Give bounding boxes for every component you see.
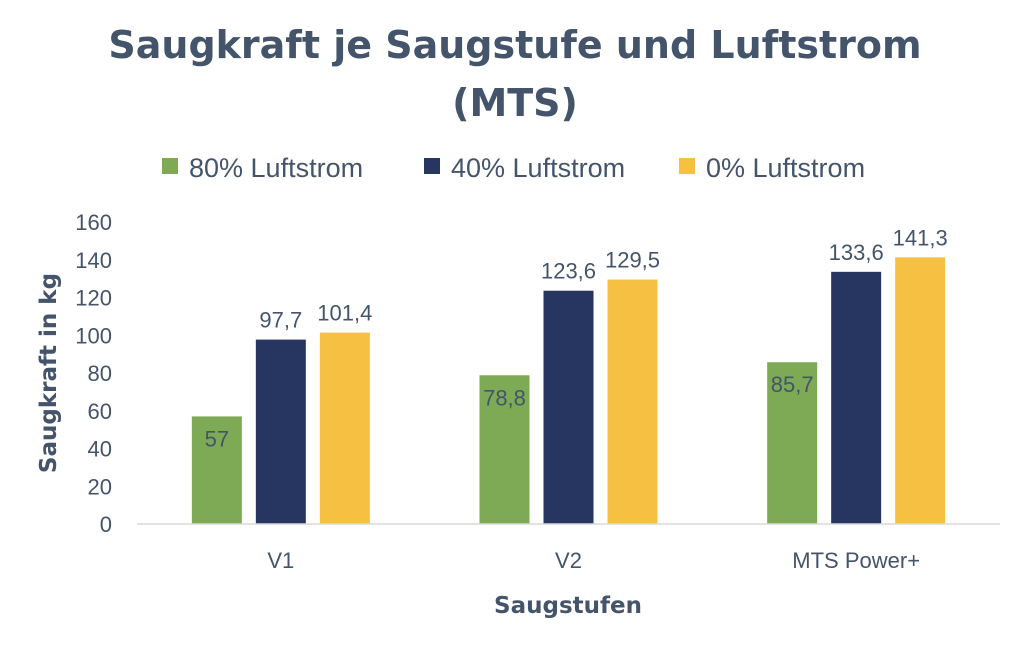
bar-v1-series-1 — [255, 339, 306, 524]
y-tick-label: 20 — [88, 474, 112, 499]
data-label: 129,5 — [605, 248, 660, 273]
bar-mts-power--series-1 — [831, 271, 882, 524]
data-labels: 57 97,7 101,4 78,8 123,6 129,5 85,7 133,6 141,3 — [205, 225, 948, 451]
legend-label-40: 40% Luftstrom — [451, 153, 625, 183]
bar-v2-series-0 — [479, 375, 530, 524]
legend-swatch-40 — [424, 158, 440, 174]
y-tick-label: 40 — [88, 437, 112, 462]
y-tick-label: 140 — [75, 248, 112, 273]
x-category-label: MTS Power+ — [792, 548, 920, 573]
data-label: 141,3 — [893, 225, 948, 250]
y-tick-label: 100 — [75, 323, 112, 348]
y-axis-ticks: 0 20 40 60 80 100 120 140 160 — [75, 210, 112, 537]
chart-title-line-1: Saugkraft je Saugstufe und Luftstrom — [108, 23, 921, 67]
data-label: 85,7 — [771, 372, 814, 397]
bar-mts-power--series-0 — [767, 362, 818, 524]
x-axis-title: Saugstufen — [494, 593, 642, 619]
data-label: 97,7 — [259, 308, 302, 333]
data-label: 123,6 — [541, 259, 596, 284]
chart-title-line-2: (MTS) — [452, 81, 578, 125]
y-tick-label: 80 — [88, 361, 112, 386]
y-tick-label: 160 — [75, 210, 112, 235]
bars — [191, 257, 946, 524]
bar-v2-series-1 — [543, 290, 594, 524]
bar-v2-series-2 — [607, 279, 658, 524]
bar-v1-series-0 — [191, 416, 242, 524]
category-labels: V1 V2 MTS Power+ — [267, 548, 920, 573]
legend: 80% Luftstrom 40% Luftstrom 0% Luftstrom — [162, 153, 865, 183]
legend-swatch-80 — [162, 158, 178, 174]
bar-mts-power--series-2 — [895, 257, 946, 524]
y-tick-label: 60 — [88, 399, 112, 424]
data-label: 57 — [205, 426, 229, 451]
y-tick-label: 120 — [75, 286, 112, 311]
y-axis-title: Saugkraft in kg — [36, 273, 62, 473]
x-category-label: V1 — [267, 548, 294, 573]
data-label: 78,8 — [483, 385, 526, 410]
legend-swatch-0 — [679, 158, 695, 174]
bar-v1-series-2 — [319, 332, 370, 524]
data-label: 101,4 — [317, 301, 372, 326]
legend-label-80: 80% Luftstrom — [189, 153, 363, 183]
data-label: 133,6 — [829, 240, 884, 265]
legend-label-0: 0% Luftstrom — [706, 153, 865, 183]
x-category-label: V2 — [555, 548, 582, 573]
y-tick-label: 0 — [100, 512, 112, 537]
